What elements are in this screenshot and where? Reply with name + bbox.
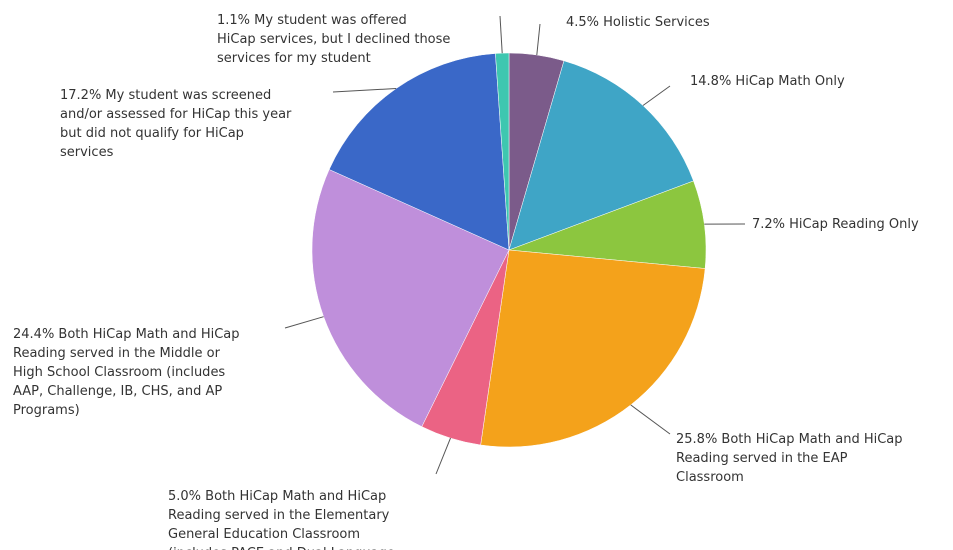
slice-label-line: General Education Classroom — [168, 527, 360, 542]
slice-label-line: 17.2% My student was screened — [60, 88, 271, 103]
slice-label-line: HiCap services, but I declined those — [217, 32, 450, 47]
slice-label-line: Reading served in the Middle or — [13, 346, 221, 361]
slice-label-line: 4.5% Holistic Services — [566, 15, 710, 30]
slice-label-line: AAP, Challenge, IB, CHS, and AP — [13, 384, 222, 399]
leader-line-4 — [630, 404, 671, 435]
slice-label-7: 17.2% My student was screened and/or asse… — [60, 88, 292, 160]
pie-slice-8 — [495, 52, 510, 251]
slice-label-line: 14.8% HiCap Math Only — [690, 74, 845, 89]
slice-label-4: 25.8% Both HiCap Math and HiCap Reading s… — [676, 432, 903, 485]
slice-label-line: 24.4% Both HiCap Math and HiCap — [13, 327, 240, 342]
slice-label-line: 25.8% Both HiCap Math and HiCap — [676, 432, 903, 447]
slice-label-line: Reading served in the EAP — [676, 451, 848, 466]
slice-label-5: 5.0% Both HiCap Math and HiCap Reading se… — [168, 489, 395, 550]
slice-label-line: and/or assessed for HiCap this year — [60, 107, 292, 122]
leader-line-6 — [284, 316, 324, 329]
slice-label-line: Programs) — [13, 403, 80, 418]
pie-slice-2 — [508, 60, 694, 251]
pie-slice-6 — [311, 169, 510, 427]
slice-label-line: 5.0% Both HiCap Math and HiCap — [168, 489, 386, 504]
leader-line-7 — [332, 88, 397, 93]
leader-line-1 — [536, 23, 541, 56]
slice-label-line: services for my student — [217, 51, 371, 66]
slice-label-line: 1.1% My student was offered — [217, 13, 407, 28]
slice-label-6: 24.4% Both HiCap Math and HiCap Reading s… — [13, 327, 240, 418]
slice-label-line: 7.2% HiCap Reading Only — [752, 217, 919, 232]
slice-label-line: Classroom — [676, 470, 744, 485]
slice-label-line: High School Classroom (includes — [13, 365, 225, 380]
pie-slice-4 — [480, 249, 706, 448]
leader-line-2 — [642, 85, 671, 106]
slice-label-line: Reading served in the Elementary — [168, 508, 390, 523]
pie-slices — [311, 52, 707, 448]
slice-label-line: (includes PACE and Dual Language — [168, 546, 395, 550]
slice-labels: 4.5% Holistic Services 14.8% HiCap Math O… — [13, 13, 919, 550]
slice-label-3: 7.2% HiCap Reading Only — [752, 217, 919, 232]
slice-label-1: 4.5% Holistic Services — [566, 15, 710, 30]
slice-label-line: services — [60, 145, 114, 160]
leader-line-8 — [499, 15, 503, 54]
slice-label-line: but did not qualify for HiCap — [60, 126, 244, 141]
pie-slice-7 — [328, 53, 510, 251]
slice-label-8: 1.1% My student was offered HiCap service… — [217, 13, 450, 66]
leader-line-5 — [435, 437, 451, 475]
leader-lines — [284, 15, 746, 475]
slice-label-2: 14.8% HiCap Math Only — [690, 74, 845, 89]
